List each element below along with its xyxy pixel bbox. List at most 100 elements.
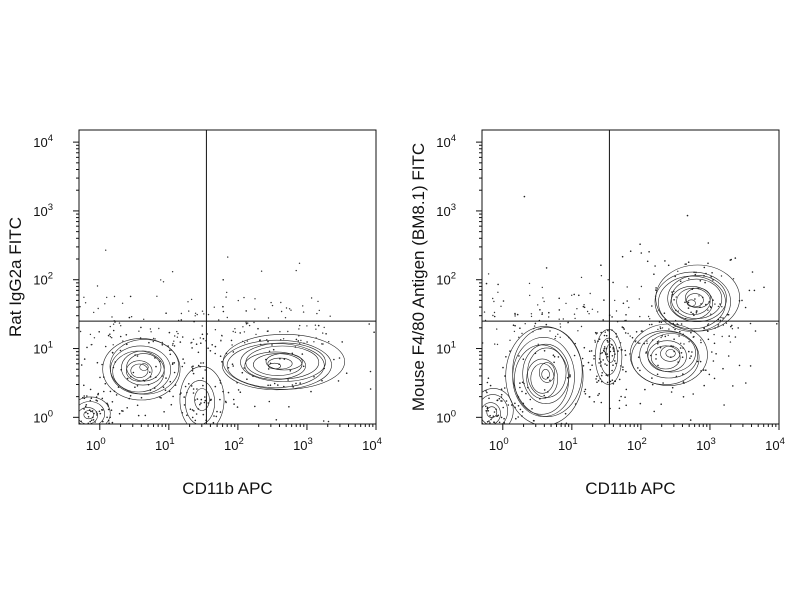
- event-dot: [680, 323, 683, 325]
- outlier-dot: [248, 324, 251, 327]
- outlier-dot: [317, 300, 319, 303]
- outlier-dot: [509, 339, 511, 341]
- event-dot: [245, 322, 248, 325]
- outlier-dot: [492, 297, 494, 300]
- outlier-dot: [161, 341, 163, 344]
- outlier-dot: [225, 296, 227, 298]
- outlier-dot: [253, 321, 255, 324]
- event-dot: [715, 353, 717, 355]
- event-dot: [69, 410, 71, 412]
- contour-line: [102, 338, 181, 401]
- outlier-dot: [288, 308, 291, 310]
- event-dot: [64, 418, 66, 420]
- event-dot: [618, 346, 621, 349]
- event-dot: [302, 365, 305, 368]
- outlier-dot: [244, 342, 246, 344]
- event-dot: [521, 411, 524, 413]
- outlier-dot: [688, 278, 690, 280]
- event-dot: [61, 430, 63, 432]
- event-dot: [89, 420, 91, 423]
- event-dot: [484, 441, 486, 443]
- outlier-dot: [638, 298, 640, 300]
- event-dot: [369, 388, 372, 390]
- outlier-dot: [629, 335, 631, 337]
- event-dot: [593, 358, 595, 360]
- event-dot: [623, 328, 625, 330]
- outlier-dot: [574, 317, 576, 320]
- event-dot: [582, 365, 585, 367]
- event-dot: [564, 412, 567, 415]
- outlier-dot: [254, 298, 256, 300]
- event-dot: [489, 414, 491, 417]
- event-dot: [717, 318, 720, 321]
- outlier-dot: [201, 310, 204, 312]
- event-dot: [731, 324, 733, 327]
- event-dot: [200, 398, 203, 401]
- event-dot: [289, 370, 292, 372]
- event-dot: [662, 382, 664, 384]
- outlier-dot: [260, 343, 262, 346]
- event-dot: [109, 390, 112, 393]
- outlier-dot: [97, 307, 99, 310]
- event-dot: [600, 264, 602, 267]
- outlier-dot: [684, 263, 686, 265]
- event-dot: [680, 352, 683, 354]
- outlier-dot: [714, 303, 716, 305]
- event-dot: [54, 392, 56, 394]
- contour-line: [599, 337, 618, 376]
- event-dot: [603, 299, 605, 301]
- event-dot: [136, 385, 139, 387]
- y-tick-exponent: 3: [451, 202, 456, 213]
- event-dot: [232, 398, 235, 401]
- event-dot: [522, 402, 525, 405]
- outlier-dot: [300, 339, 302, 342]
- event-dot: [173, 362, 176, 364]
- contour-line: [79, 407, 98, 424]
- event-dot: [463, 440, 465, 442]
- outlier-dot: [328, 341, 330, 343]
- event-dot: [661, 335, 663, 337]
- outlier-dot: [707, 309, 709, 311]
- outlier-dot: [562, 318, 564, 320]
- event-dot: [596, 381, 598, 384]
- outlier-dot: [524, 323, 526, 325]
- outlier-dot: [245, 321, 247, 323]
- outlier-dot: [162, 281, 165, 283]
- event-dot: [523, 195, 526, 198]
- event-dot: [598, 392, 600, 395]
- event-dot: [626, 300, 628, 302]
- contour-line: [194, 388, 210, 411]
- event-dot: [618, 407, 621, 410]
- y-tick-label: 103: [33, 202, 53, 219]
- event-dot: [719, 303, 721, 305]
- event-dot: [90, 397, 93, 400]
- event-dot: [207, 347, 209, 350]
- event-dot: [129, 295, 132, 298]
- outlier-dot: [646, 342, 648, 345]
- outlier-dot: [255, 333, 257, 336]
- event-dot: [484, 429, 486, 431]
- x-tick-exponent: 1: [169, 436, 174, 447]
- outlier-dot: [721, 335, 723, 338]
- event-dot: [674, 328, 676, 331]
- event-dot: [87, 412, 89, 415]
- event-dot: [57, 418, 59, 420]
- event-dot: [605, 374, 608, 376]
- event-dot: [192, 372, 195, 375]
- event-dot: [590, 434, 592, 436]
- event-dot: [612, 383, 615, 385]
- event-dot: [514, 324, 516, 327]
- event-dot: [533, 420, 535, 422]
- event-dot: [704, 281, 706, 284]
- outlier-dot: [154, 338, 156, 340]
- event-dot: [651, 323, 653, 326]
- event-dot: [288, 406, 290, 408]
- outlier-dot: [707, 323, 710, 325]
- event-dot: [514, 475, 516, 477]
- event-dot: [596, 375, 598, 378]
- event-dot: [625, 404, 627, 407]
- outlier-dot: [573, 313, 576, 315]
- outlier-dot: [316, 312, 318, 315]
- outlier-dot: [150, 331, 152, 333]
- event-dot: [461, 392, 463, 394]
